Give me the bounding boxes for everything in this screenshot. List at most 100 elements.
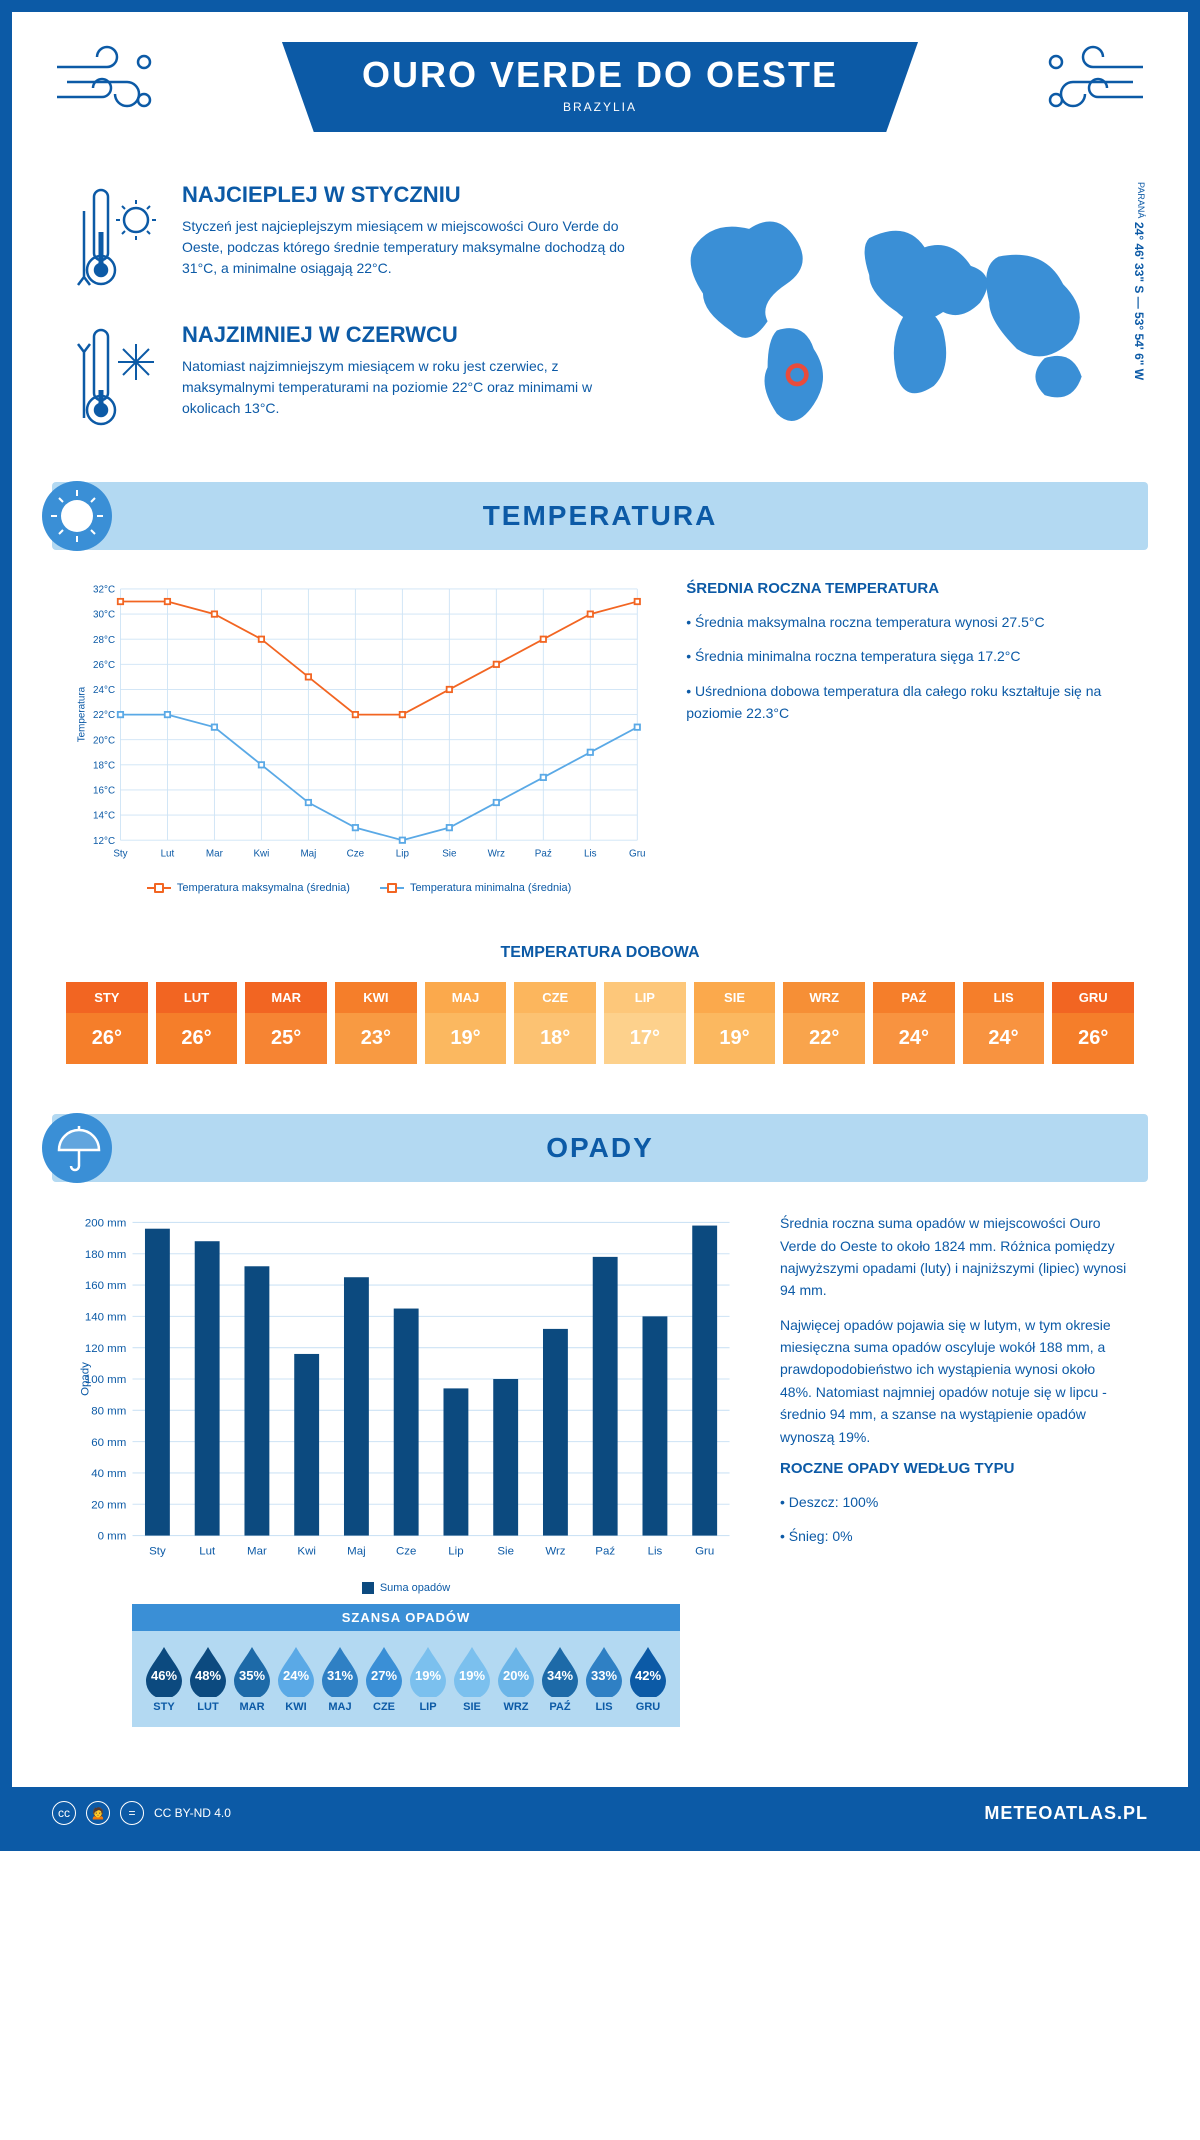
- svg-text:Lut: Lut: [161, 848, 175, 859]
- temperature-chart: 12°C14°C16°C18°C20°C22°C24°C26°C28°C30°C…: [72, 580, 646, 867]
- svg-text:Temperatura: Temperatura: [77, 686, 88, 742]
- chance-drop: 34%PAŹ: [538, 1643, 582, 1713]
- svg-text:14°C: 14°C: [93, 811, 115, 822]
- svg-text:140 mm: 140 mm: [85, 1312, 126, 1324]
- chance-drop: 48%LUT: [186, 1643, 230, 1713]
- legend-min: Temperatura minimalna (średnia): [410, 882, 571, 894]
- temp-section-header: TEMPERATURA: [52, 482, 1148, 550]
- svg-text:120 mm: 120 mm: [85, 1343, 126, 1355]
- temp-legend: .legend-line:nth-child(1)::before{border…: [72, 882, 646, 894]
- svg-text:32°C: 32°C: [93, 585, 115, 596]
- svg-text:Paź: Paź: [535, 848, 552, 859]
- temp-section-title: TEMPERATURA: [52, 500, 1148, 532]
- daily-cell: KWI23°: [331, 972, 421, 1074]
- svg-text:Sie: Sie: [497, 1545, 514, 1557]
- page: OURO VERDE DO OESTE BRAZYLIA: [0, 0, 1200, 1851]
- svg-text:16°C: 16°C: [93, 786, 115, 797]
- chance-drop: 24%KWI: [274, 1643, 318, 1713]
- svg-text:30°C: 30°C: [93, 610, 115, 621]
- svg-text:26°C: 26°C: [93, 660, 115, 671]
- svg-text:Kwi: Kwi: [297, 1545, 315, 1557]
- rain-type-snow: • Śnieg: 0%: [780, 1525, 1128, 1547]
- chance-box: SZANSA OPADÓW 46%STY48%LUT35%MAR24%KWI31…: [132, 1604, 680, 1727]
- svg-text:12°C: 12°C: [93, 836, 115, 847]
- sun-icon: [42, 481, 112, 551]
- daily-cell: MAR25°: [241, 972, 331, 1074]
- daily-cell: CZE18°: [510, 972, 600, 1074]
- svg-text:200 mm: 200 mm: [85, 1218, 126, 1230]
- svg-text:18°C: 18°C: [93, 760, 115, 771]
- legend-rain: Suma opadów: [380, 1582, 450, 1594]
- wind-icon: [1038, 42, 1148, 122]
- umbrella-icon: [42, 1113, 112, 1183]
- chance-drop: 27%CZE: [362, 1643, 406, 1713]
- svg-text:Cze: Cze: [396, 1545, 416, 1557]
- svg-text:22°C: 22°C: [93, 710, 115, 721]
- rain-text-p2: Najwięcej opadów pojawia się w lutym, w …: [780, 1314, 1128, 1448]
- temp-text-heading: ŚREDNIA ROCZNA TEMPERATURA: [686, 580, 1128, 597]
- chance-drop: 35%MAR: [230, 1643, 274, 1713]
- temp-text-p2: • Średnia minimalna roczna temperatura s…: [686, 645, 1128, 667]
- legend-max: Temperatura maksymalna (średnia): [177, 882, 350, 894]
- brand: METEOATLAS.PL: [984, 1803, 1148, 1824]
- svg-text:Mar: Mar: [247, 1545, 267, 1557]
- temp-text-p3: • Uśredniona dobowa temperatura dla całe…: [686, 680, 1128, 725]
- nd-icon: =: [120, 1801, 144, 1825]
- svg-text:160 mm: 160 mm: [85, 1280, 126, 1292]
- chance-drop: 33%LIS: [582, 1643, 626, 1713]
- svg-text:Kwi: Kwi: [253, 848, 269, 859]
- daily-cell: PAŹ24°: [869, 972, 959, 1074]
- daily-cell: STY26°: [62, 972, 152, 1074]
- svg-text:Sty: Sty: [113, 848, 127, 859]
- svg-text:Wrz: Wrz: [545, 1545, 565, 1557]
- svg-text:20 mm: 20 mm: [91, 1500, 126, 1512]
- header: OURO VERDE DO OESTE BRAZYLIA: [12, 12, 1188, 152]
- svg-text:Sty: Sty: [149, 1545, 166, 1557]
- svg-text:Lut: Lut: [199, 1545, 216, 1557]
- cc-icon: cc: [52, 1801, 76, 1825]
- page-title: OURO VERDE DO OESTE: [362, 54, 838, 96]
- region-label: PARANÁ: [1136, 182, 1146, 218]
- cold-text: Natomiast najzimniejszym miesiącem w rok…: [182, 356, 626, 419]
- title-banner: OURO VERDE DO OESTE BRAZYLIA: [282, 42, 918, 132]
- svg-text:Maj: Maj: [300, 848, 316, 859]
- chance-drops: 46%STY48%LUT35%MAR24%KWI31%MAJ27%CZE19%L…: [132, 1631, 680, 1717]
- svg-text:Sie: Sie: [442, 848, 457, 859]
- svg-text:180 mm: 180 mm: [85, 1249, 126, 1261]
- warm-heading: NAJCIEPLEJ W STYCZNIU: [182, 182, 626, 208]
- svg-text:Lis: Lis: [584, 848, 597, 859]
- chance-drop: 20%WRZ: [494, 1643, 538, 1713]
- daily-temp-table: STY26°LUT26°MAR25°KWI23°MAJ19°CZE18°LIP1…: [62, 972, 1138, 1074]
- svg-text:Lis: Lis: [648, 1545, 663, 1557]
- svg-text:Gru: Gru: [695, 1545, 714, 1557]
- chance-drop: 31%MAJ: [318, 1643, 362, 1713]
- daily-cell: GRU26°: [1048, 972, 1138, 1074]
- svg-text:Opady: Opady: [80, 1362, 92, 1396]
- svg-text:24°C: 24°C: [93, 685, 115, 696]
- rain-type-rain: • Deszcz: 100%: [780, 1491, 1128, 1513]
- svg-text:Gru: Gru: [629, 848, 645, 859]
- svg-text:20°C: 20°C: [93, 735, 115, 746]
- svg-text:Paź: Paź: [595, 1545, 615, 1557]
- daily-cell: WRZ22°: [779, 972, 869, 1074]
- precipitation-chart: 0 mm20 mm40 mm60 mm80 mm100 mm120 mm140 …: [72, 1212, 740, 1567]
- thermometer-sun-icon: [72, 182, 162, 292]
- daily-cell: MAJ19°: [421, 972, 511, 1074]
- world-map: [666, 182, 1128, 442]
- coordinates: 24° 46' 33" S — 53° 54' 6" W: [1132, 222, 1146, 380]
- daily-cell: SIE19°: [690, 972, 780, 1074]
- chance-drop: 46%STY: [142, 1643, 186, 1713]
- rain-content: 0 mm20 mm40 mm60 mm80 mm100 mm120 mm140 …: [12, 1182, 1188, 1787]
- temp-text-p1: • Średnia maksymalna roczna temperatura …: [686, 611, 1128, 633]
- daily-cell: LIS24°: [959, 972, 1049, 1074]
- chance-drop: 19%LIP: [406, 1643, 450, 1713]
- svg-text:60 mm: 60 mm: [91, 1437, 126, 1449]
- wind-icon: [52, 42, 162, 122]
- chance-title: SZANSA OPADÓW: [132, 1604, 680, 1631]
- temp-content: 12°C14°C16°C18°C20°C22°C24°C26°C28°C30°C…: [12, 550, 1188, 924]
- warm-block: NAJCIEPLEJ W STYCZNIU Styczeń jest najci…: [72, 182, 626, 292]
- thermometer-snow-icon: [72, 322, 162, 432]
- chance-drop: 42%GRU: [626, 1643, 670, 1713]
- cold-block: NAJZIMNIEJ W CZERWCU Natomiast najzimnie…: [72, 322, 626, 432]
- footer: cc 🙍 = CC BY-ND 4.0 METEOATLAS.PL: [12, 1787, 1188, 1839]
